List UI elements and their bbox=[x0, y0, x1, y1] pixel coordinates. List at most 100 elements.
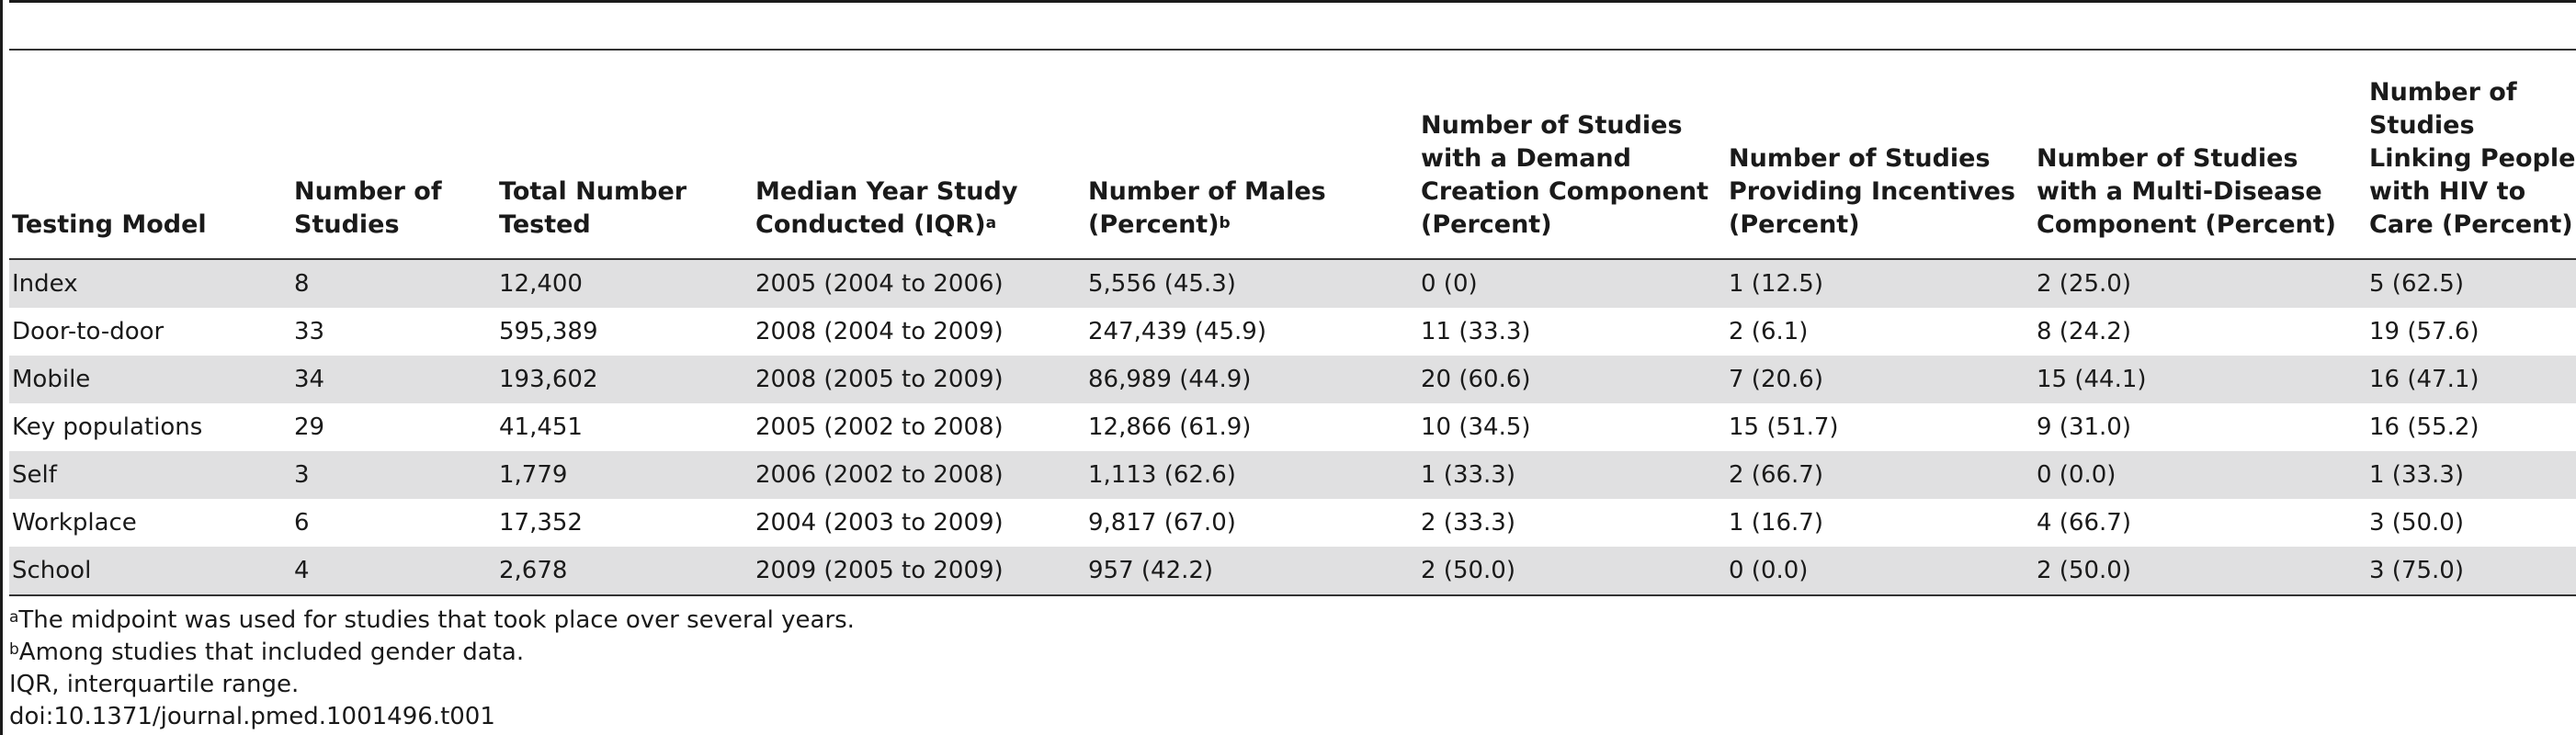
row-label-cell: Key populations bbox=[12, 413, 203, 441]
table-row: Door-to-door 33 595,389 2008 (2004 to 2009)… bbox=[9, 308, 2576, 356]
table-cell: 16 (47.1) bbox=[2369, 366, 2480, 393]
caption-area bbox=[9, 3, 2576, 49]
table-cell: 2005 (2002 to 2008) bbox=[755, 413, 1004, 441]
table-cell: 1 (12.5) bbox=[1729, 270, 1823, 298]
table-body: Index 8 12,400 2005 (2004 to 2006) 5,556 (45… bbox=[9, 259, 2576, 595]
table-cell: 33 bbox=[294, 318, 325, 345]
table-cell: 41,451 bbox=[499, 413, 583, 441]
table-row: Key populations 29 41,451 2005 (2002 to 200… bbox=[9, 403, 2576, 451]
footnote-iqr: IQR, interquartile range. bbox=[9, 671, 300, 698]
table-cell: 5 (62.5) bbox=[2369, 270, 2464, 298]
table-cell: 9,817 (67.0) bbox=[1088, 509, 1236, 537]
table-cell: 3 (75.0) bbox=[2369, 557, 2464, 584]
table-cell: 86,989 (44.9) bbox=[1088, 366, 1252, 393]
table-cell: 5,556 (45.3) bbox=[1088, 270, 1236, 298]
left-border bbox=[0, 0, 3, 735]
table-cell: 3 (50.0) bbox=[2369, 509, 2464, 537]
table-cell: 2,678 bbox=[499, 557, 568, 584]
column-header-footnote-marker: a bbox=[985, 214, 997, 232]
table-cell: 11 (33.3) bbox=[1421, 318, 1531, 345]
footnote-b-text: Among studies that included gender data. bbox=[18, 639, 525, 666]
table-cell: 19 (57.6) bbox=[2369, 318, 2480, 345]
table-cell: 2 (66.7) bbox=[1729, 461, 1823, 489]
table-cell: 957 (42.2) bbox=[1088, 557, 1214, 584]
column-header-label: Number of Studies Linking People with HI… bbox=[2369, 78, 2576, 239]
table-row: Self 3 1,779 2006 (2002 to 2008) 1,113 (62.6… bbox=[9, 451, 2576, 499]
row-label-cell: Door-to-door bbox=[12, 318, 165, 345]
column-header: Number of Studies with a Multi-Disease C… bbox=[2034, 50, 2366, 259]
table-cell: 29 bbox=[294, 413, 325, 441]
table-cell: 6 bbox=[294, 509, 310, 537]
table-cell: 1,779 bbox=[499, 461, 568, 489]
table-cell: 8 (24.2) bbox=[2037, 318, 2131, 345]
table-cell: 15 (44.1) bbox=[2037, 366, 2147, 393]
table-cell: 2009 (2005 to 2009) bbox=[755, 557, 1004, 584]
table-cell: 595,389 bbox=[499, 318, 598, 345]
table-cell: 15 (51.7) bbox=[1729, 413, 1839, 441]
row-label-cell: Mobile bbox=[12, 366, 91, 393]
footnote-a-marker: a bbox=[9, 608, 19, 627]
row-label-cell: School bbox=[12, 557, 92, 584]
table-cell: 3 bbox=[294, 461, 310, 489]
table-cell: 0 (0.0) bbox=[2037, 461, 2116, 489]
table-cell: 2008 (2005 to 2009) bbox=[755, 366, 1004, 393]
table-cell: 2 (50.0) bbox=[2037, 557, 2131, 584]
table-cell: 2 (33.3) bbox=[1421, 509, 1515, 537]
table-cell: 8 bbox=[294, 270, 310, 298]
column-header: Number of Studies bbox=[291, 50, 496, 259]
table-cell: 0 (0.0) bbox=[1729, 557, 1809, 584]
column-header-label: Number of Studies Providing Incentives (… bbox=[1729, 144, 2015, 239]
table-cell: 10 (34.5) bbox=[1421, 413, 1531, 441]
footnotes: aThe midpoint was used for studies that … bbox=[9, 605, 2576, 733]
footnote-b-marker: b bbox=[9, 640, 19, 659]
footnote-a-text: The midpoint was used for studies that t… bbox=[18, 606, 855, 634]
row-label-cell: Workplace bbox=[12, 509, 137, 537]
column-header-label: Median Year Study Conducted (IQR) bbox=[755, 177, 1018, 239]
column-header: Number of Studies with a Demand Creation… bbox=[1418, 50, 1726, 259]
data-table: Testing Model Number of Studies Total Numb… bbox=[9, 49, 2576, 596]
table-cell: 16 (55.2) bbox=[2369, 413, 2480, 441]
table-cell: 2006 (2002 to 2008) bbox=[755, 461, 1004, 489]
footnote-doi: doi:10.1371/journal.pmed.1001496.t001 bbox=[9, 703, 495, 730]
table-cell: 2008 (2004 to 2009) bbox=[755, 318, 1004, 345]
table-cell: 1 (33.3) bbox=[1421, 461, 1515, 489]
column-header: Median Year Study Conducted (IQR)a bbox=[753, 50, 1085, 259]
row-label-cell: Index bbox=[12, 270, 78, 298]
column-header: Number of Studies Linking People with HI… bbox=[2366, 50, 2576, 259]
table-cell: 20 (60.6) bbox=[1421, 366, 1531, 393]
table-row: Mobile 34 193,602 2008 (2005 to 2009) 86,989… bbox=[9, 356, 2576, 403]
table-cell: 2004 (2003 to 2009) bbox=[755, 509, 1004, 537]
top-rule bbox=[9, 0, 2576, 3]
table-cell: 247,439 (45.9) bbox=[1088, 318, 1266, 345]
header-row: Testing Model Number of Studies Total Numb… bbox=[9, 50, 2576, 259]
table-cell: 2 (50.0) bbox=[1421, 557, 1515, 584]
table-cell: 34 bbox=[294, 366, 325, 393]
table-cell: 12,400 bbox=[499, 270, 583, 298]
column-header-label: Testing Model bbox=[12, 210, 207, 239]
table-cell: 12,866 (61.9) bbox=[1088, 413, 1252, 441]
column-header: Testing Model bbox=[9, 50, 291, 259]
column-header-label: Total Number Tested bbox=[499, 177, 687, 239]
table-cell: 2 (6.1) bbox=[1729, 318, 1809, 345]
column-header-label: Number of Studies with a Demand Creation… bbox=[1421, 111, 1709, 239]
row-label-cell: Self bbox=[12, 461, 57, 489]
column-header-label: Number of Males (Percent) bbox=[1088, 177, 1326, 239]
table-cell: 2 (25.0) bbox=[2037, 270, 2131, 298]
column-header-label: Number of Studies with a Multi-Disease C… bbox=[2037, 144, 2336, 239]
table-cell: 4 (66.7) bbox=[2037, 509, 2131, 537]
column-header: Total Number Tested bbox=[496, 50, 753, 259]
table-row: Workplace 6 17,352 2004 (2003 to 2009) 9,817… bbox=[9, 499, 2576, 547]
table-cell: 1 (16.7) bbox=[1729, 509, 1823, 537]
table-cell: 4 bbox=[294, 557, 310, 584]
table-cell: 1 (33.3) bbox=[2369, 461, 2464, 489]
column-header-footnote-marker: b bbox=[1219, 214, 1231, 232]
column-header: Number of Studies Providing Incentives (… bbox=[1726, 50, 2034, 259]
footnote-a: aThe midpoint was used for studies that … bbox=[9, 605, 2576, 637]
table-cell: 0 (0) bbox=[1421, 270, 1478, 298]
table-cell: 1,113 (62.6) bbox=[1088, 461, 1236, 489]
table-row: School 4 2,678 2009 (2005 to 2009) 957 (42.2… bbox=[9, 547, 2576, 595]
column-header: Number of Males (Percent)b bbox=[1085, 50, 1418, 259]
table-cell: 2005 (2004 to 2006) bbox=[755, 270, 1004, 298]
table-cell: 7 (20.6) bbox=[1729, 366, 1823, 393]
